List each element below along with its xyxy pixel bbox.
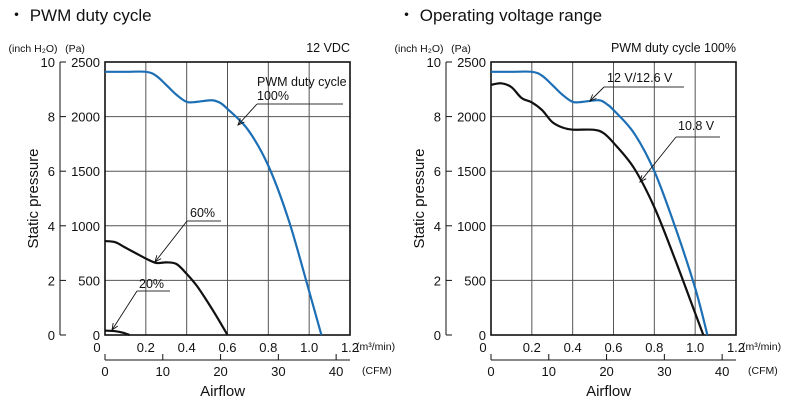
label-arrow [589, 86, 605, 102]
y-tick-label: 1000 [457, 219, 486, 234]
x2-tick-label: 0 [101, 364, 108, 379]
y-tick-label: 2500 [71, 55, 100, 70]
y-axis-label: Static pressure [25, 148, 42, 248]
series-label: 12 V/12.6 V [607, 71, 673, 85]
x2-tick-label: 20 [213, 364, 227, 379]
x-unit: (m³/min) [742, 341, 781, 353]
arrowhead-icon [154, 255, 162, 263]
series-label: 10.8 V [678, 119, 715, 133]
series-label: 20% [139, 277, 164, 291]
y-tick-label: 0 [93, 328, 100, 343]
y-unit: (Pa) [451, 43, 471, 55]
series-line [104, 329, 130, 337]
x2-tick-label: 30 [657, 364, 671, 379]
y2-unit: (inch H₂O) [9, 43, 58, 55]
y2-tick-label: 6 [48, 164, 55, 179]
x-tick-label: 0.8 [645, 340, 663, 355]
x-tick-label: 1.0 [686, 340, 704, 355]
x-tick-label: 1.2 [727, 340, 745, 355]
y2-tick-label: 4 [48, 219, 55, 234]
x2-unit: (CFM) [748, 365, 778, 377]
chart-subtitle: 12 VDC [306, 41, 350, 55]
y2-tick-label: 4 [434, 219, 441, 234]
x-unit: (m³/min) [356, 341, 395, 353]
x-tick-label: 0.6 [604, 340, 622, 355]
x2-tick-label: 40 [715, 364, 729, 379]
y-tick-label: 2500 [457, 55, 486, 70]
label-arrow [154, 220, 188, 263]
series-line [104, 70, 323, 336]
x-tick-label: 0.4 [178, 340, 196, 355]
plot-frame [490, 61, 737, 336]
arrowhead-icon [589, 94, 597, 102]
x-tick-label: 1.2 [341, 340, 359, 355]
x-tick-label: 0.4 [564, 340, 582, 355]
chart-title: ・ Operating voltage range [398, 6, 602, 25]
series-line [490, 82, 705, 336]
chart-title: ・ PWM duty cycle [8, 6, 152, 25]
x-tick-label: 0.8 [259, 340, 277, 355]
x-tick-label: 0.2 [137, 340, 155, 355]
arrowhead-icon [111, 323, 119, 331]
y-tick-label: 1000 [71, 219, 100, 234]
y2-tick-label: 10 [427, 55, 441, 70]
label-arrow [639, 136, 677, 183]
y2-tick-label: 8 [434, 110, 441, 125]
y-tick-label: 2000 [457, 110, 486, 125]
y2-unit: (inch H₂O) [395, 43, 444, 55]
x-tick-label: 0.2 [523, 340, 541, 355]
y-tick-label: 500 [464, 273, 486, 288]
y2-tick-label: 8 [48, 110, 55, 125]
series-label: PWM duty cycle [257, 75, 347, 89]
series-label: 60% [190, 206, 215, 220]
chart-subtitle: PWM duty cycle 100% [611, 41, 736, 55]
y2-tick-label: 10 [41, 55, 55, 70]
y-tick-label: 2000 [71, 110, 100, 125]
x-tick-label: 0 [93, 340, 100, 355]
y2-tick-label: 2 [434, 273, 441, 288]
arrowhead-icon [639, 175, 647, 183]
x2-tick-label: 20 [599, 364, 613, 379]
x2-unit: (CFM) [362, 365, 392, 377]
label-arrow [237, 103, 258, 126]
x-tick-label: 1.0 [300, 340, 318, 355]
y-unit: (Pa) [65, 43, 85, 55]
x-axis-label: Airflow [586, 383, 631, 400]
x-tick-label: 0.6 [218, 340, 236, 355]
y-axis-label: Static pressure [411, 148, 428, 248]
x2-tick-label: 40 [329, 364, 343, 379]
x2-tick-label: 10 [542, 364, 556, 379]
series-label: 100% [257, 89, 289, 103]
x2-tick-label: 0 [487, 364, 494, 379]
y2-tick-label: 0 [48, 328, 55, 343]
arrowhead-icon [237, 118, 245, 126]
x-tick-label: 0 [479, 340, 486, 355]
y2-tick-label: 2 [48, 273, 55, 288]
x2-tick-label: 30 [271, 364, 285, 379]
y-tick-label: 1500 [71, 164, 100, 179]
y-tick-label: 1500 [457, 164, 486, 179]
y2-tick-label: 6 [434, 164, 441, 179]
series-line [104, 239, 229, 336]
x2-tick-label: 10 [156, 364, 170, 379]
series-line [490, 70, 709, 336]
y2-tick-label: 0 [434, 328, 441, 343]
label-arrow [111, 290, 138, 331]
y-tick-label: 0 [479, 328, 486, 343]
y-tick-label: 500 [78, 273, 100, 288]
x-axis-label: Airflow [200, 383, 245, 400]
